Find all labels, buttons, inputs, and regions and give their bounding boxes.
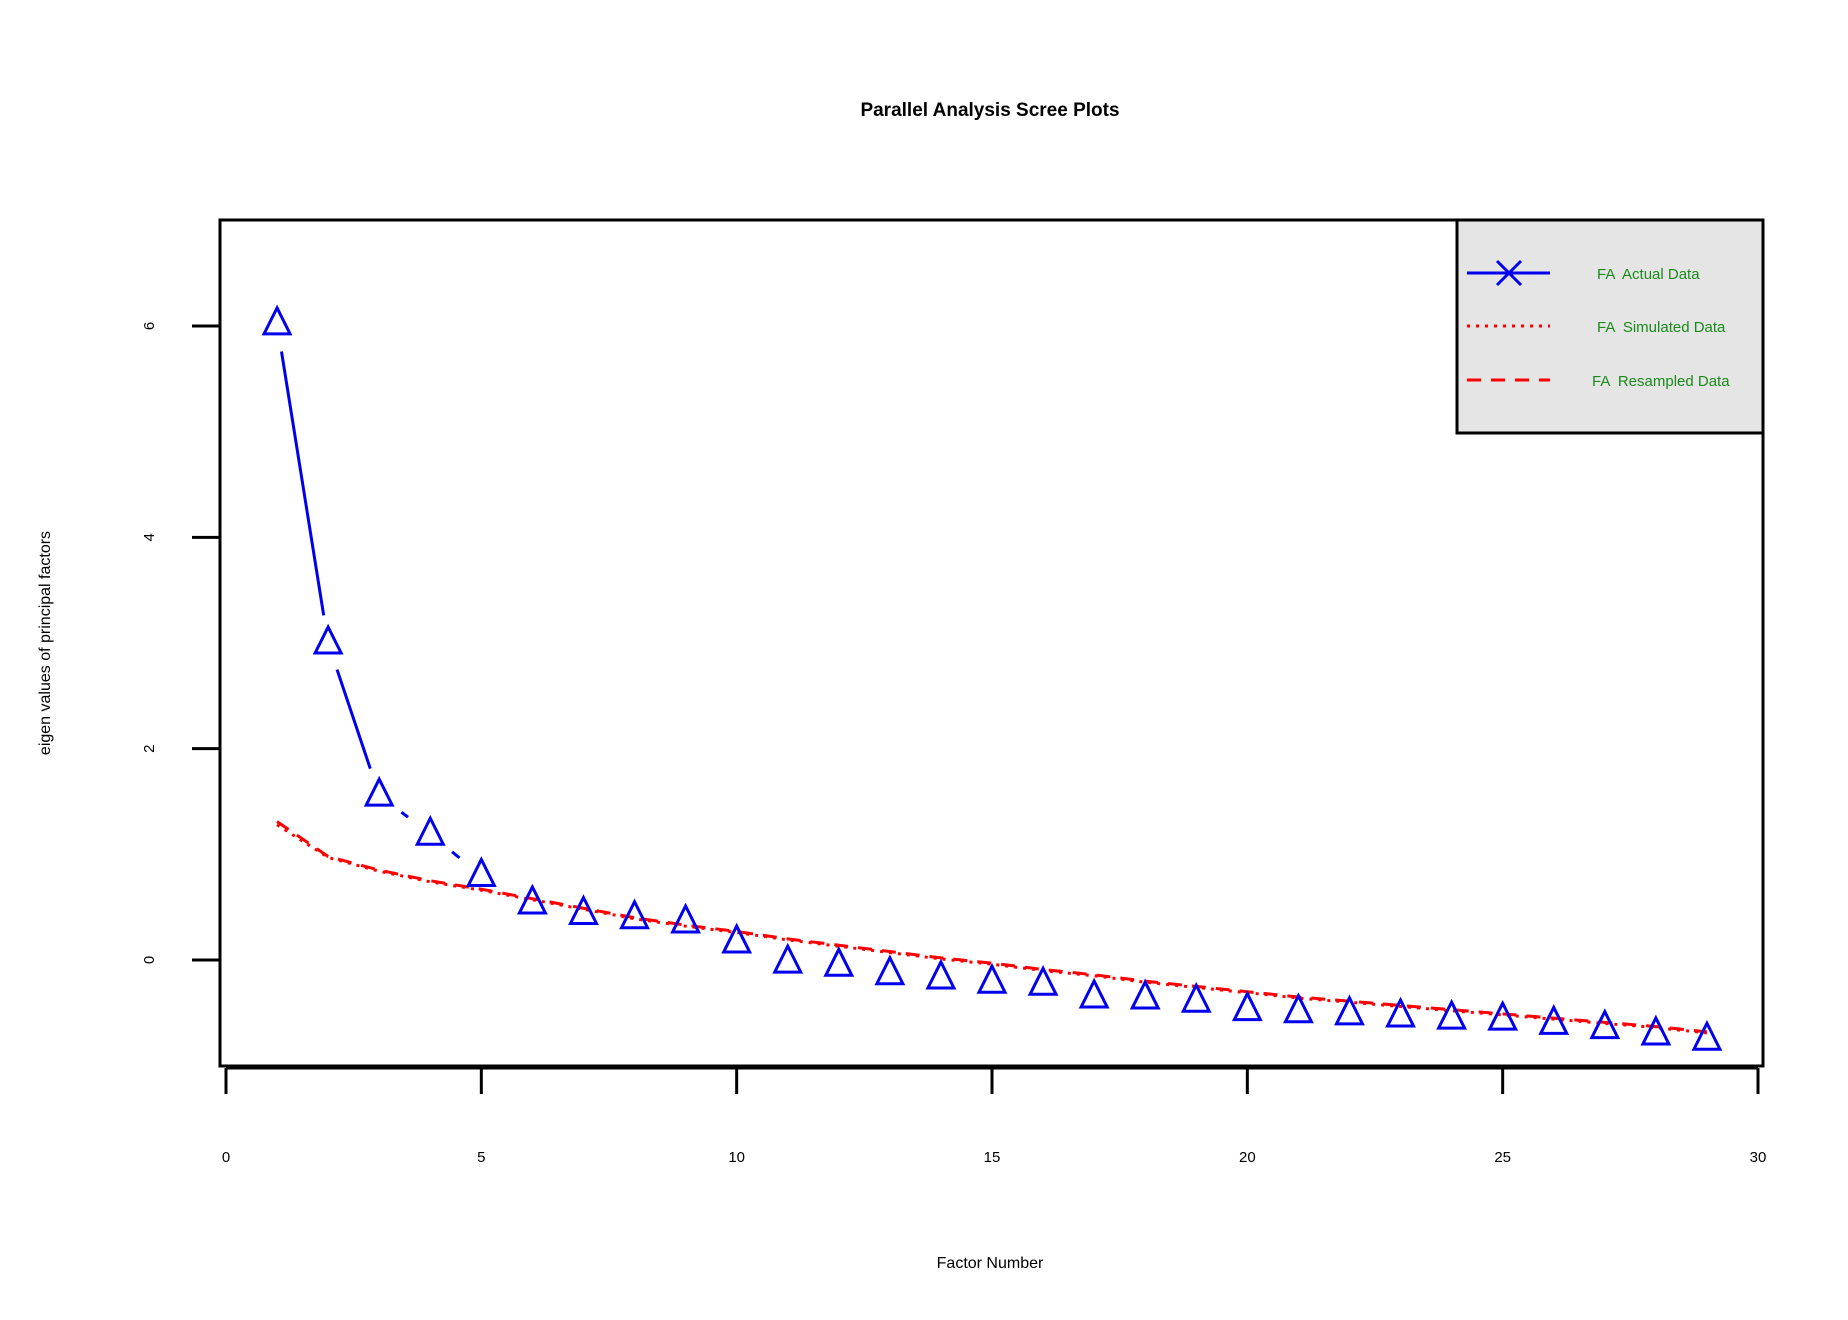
- series-line-simulated: [276, 823, 1708, 1035]
- legend: FA Actual Data FA Simulated Data FA Resa…: [1455, 218, 1765, 435]
- x-tick-label: 25: [1494, 1149, 1511, 1166]
- legend-box: [1455, 218, 1765, 435]
- data-point-actual: [1640, 1014, 1672, 1046]
- data-point-actual: [925, 958, 957, 990]
- data-point-actual: [1231, 990, 1263, 1022]
- y-tick-label: 6: [141, 322, 158, 330]
- series-segment-actual: [451, 850, 461, 860]
- data-point-actual: [1538, 1004, 1570, 1035]
- data-point-actual: [363, 775, 395, 807]
- legend-label-actual: FA Actual Data: [1597, 266, 1700, 283]
- data-point-actual: [1334, 994, 1365, 1026]
- data-point-actual: [1129, 978, 1161, 1010]
- y-tick-label: 2: [141, 744, 158, 752]
- series-line-resampled: [276, 820, 1708, 1034]
- x-tick-label: 10: [728, 1149, 745, 1166]
- data-point-actual: [261, 304, 293, 336]
- legend-label-simulated: FA Simulated Data: [1597, 319, 1726, 336]
- data-point-actual: [823, 945, 855, 977]
- legend-label-resampled: FA Resampled Data: [1592, 373, 1730, 390]
- data-point-actual: [976, 962, 1008, 994]
- data-point-actual: [568, 894, 599, 926]
- legend-entry-actual: FA Actual Data: [1467, 259, 1700, 287]
- legend-entry-resampled: FA Resampled Data: [1467, 373, 1730, 390]
- marker-layer: [261, 304, 1723, 1051]
- data-point-actual: [465, 856, 497, 887]
- data-point-actual: [312, 623, 344, 655]
- y-tick-label: 0: [141, 956, 158, 964]
- data-point-actual: [1078, 977, 1110, 1009]
- data-point-actual: [1487, 999, 1519, 1031]
- series-segment-actual: [280, 351, 326, 616]
- x-axis-label: Factor Number: [937, 1255, 1044, 1272]
- data-point-actual: [1385, 996, 1416, 1028]
- data-point-actual: [1436, 998, 1468, 1030]
- x-tick-label: 5: [477, 1149, 485, 1166]
- x-axis: 0 5 10 15 20 25 30: [222, 1066, 1767, 1166]
- data-point-actual: [516, 883, 548, 915]
- chart-title: Parallel Analysis Scree Plots: [860, 100, 1119, 121]
- data-point-actual: [772, 942, 804, 974]
- x-tick-label: 30: [1750, 1149, 1767, 1166]
- data-point-actual: [874, 954, 906, 986]
- y-axis: 0 2 4 6: [141, 322, 222, 964]
- x-tick-label: 15: [984, 1149, 1001, 1166]
- legend-marker-cross-icon: [1495, 259, 1523, 287]
- x-tick-label: 0: [222, 1149, 230, 1166]
- series-layer: [276, 351, 1708, 1035]
- data-point-actual: [1589, 1008, 1621, 1040]
- data-point-actual: [670, 902, 702, 934]
- series-segment-actual: [400, 810, 409, 819]
- data-point-actual: [721, 922, 753, 954]
- data-point-actual: [619, 898, 650, 930]
- series-segment-actual: [335, 669, 372, 770]
- data-point-actual: [1282, 992, 1314, 1024]
- x-tick-label: 20: [1239, 1149, 1256, 1166]
- data-point-actual: [1180, 981, 1212, 1013]
- y-axis-label: eigen values of principal factors: [37, 531, 54, 755]
- data-point-actual: [1027, 964, 1059, 996]
- y-tick-label: 4: [141, 533, 158, 541]
- data-point-actual: [1691, 1019, 1723, 1051]
- legend-entry-simulated: FA Simulated Data: [1467, 319, 1726, 336]
- data-point-actual: [414, 814, 446, 846]
